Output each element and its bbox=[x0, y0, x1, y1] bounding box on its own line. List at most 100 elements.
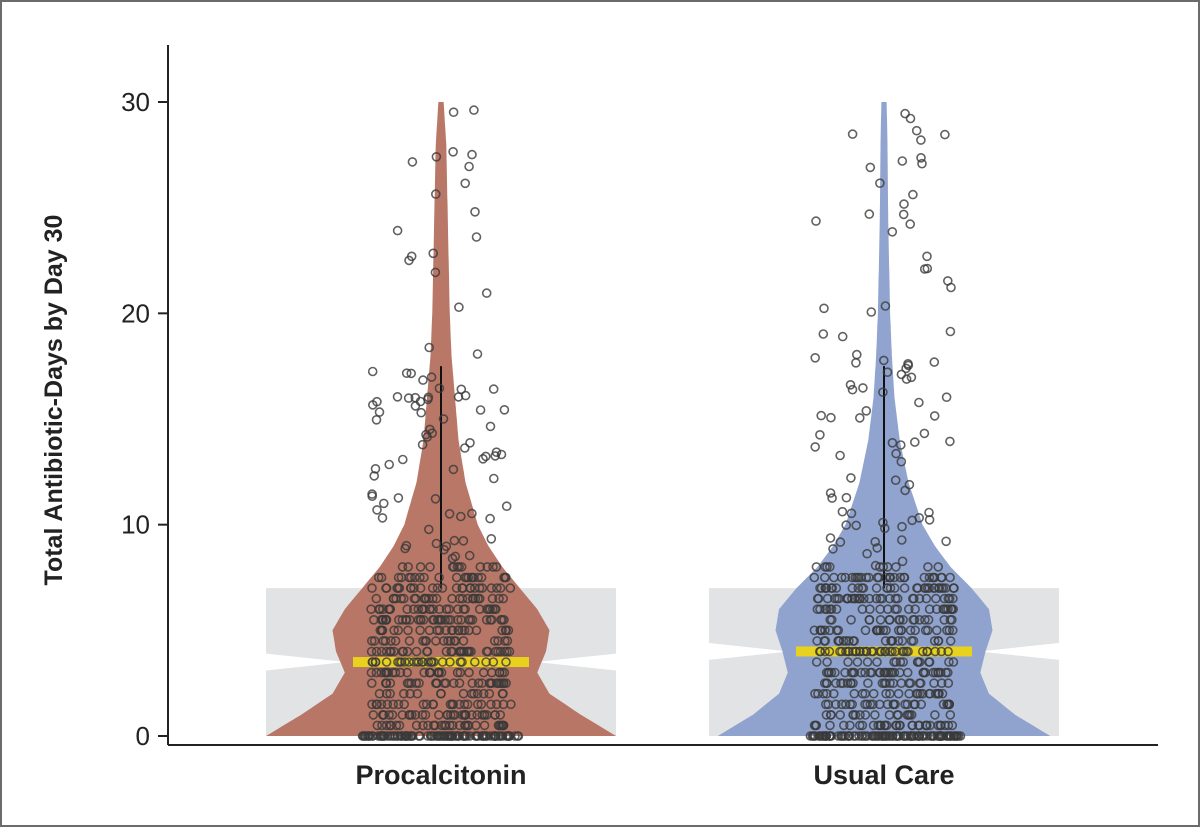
data-point bbox=[885, 572, 895, 583]
data-point bbox=[499, 667, 510, 678]
data-point bbox=[431, 152, 442, 162]
data-point bbox=[906, 636, 917, 646]
data-point bbox=[848, 731, 859, 741]
data-point bbox=[910, 604, 920, 615]
data-point bbox=[460, 572, 470, 583]
data-point bbox=[824, 562, 835, 572]
data-point bbox=[898, 614, 908, 625]
data-point bbox=[830, 699, 841, 710]
data-point bbox=[445, 699, 456, 710]
data-point bbox=[371, 593, 382, 604]
data-point bbox=[376, 667, 387, 678]
data-point bbox=[418, 699, 429, 710]
data-point bbox=[385, 678, 396, 689]
y-axis-title: Total Antibiotic-Days by Day 30 bbox=[40, 215, 68, 586]
data-point bbox=[380, 614, 391, 625]
data-point bbox=[441, 541, 452, 552]
data-point bbox=[496, 449, 507, 460]
data-point bbox=[914, 512, 925, 523]
data-point bbox=[459, 443, 470, 453]
data-point bbox=[456, 614, 466, 625]
data-point bbox=[379, 731, 389, 741]
data-point bbox=[847, 129, 858, 139]
data-point bbox=[909, 731, 919, 741]
data-point bbox=[454, 720, 465, 731]
data-point bbox=[380, 678, 391, 689]
data-point bbox=[453, 392, 464, 402]
data-point bbox=[430, 267, 441, 278]
x-label-0: Procalcitonin bbox=[355, 760, 526, 790]
data-point bbox=[911, 125, 922, 136]
data-point bbox=[910, 625, 921, 636]
data-point bbox=[400, 657, 410, 667]
data-point bbox=[929, 636, 940, 646]
data-point bbox=[460, 178, 471, 189]
data-point bbox=[883, 667, 894, 678]
data-point bbox=[945, 436, 955, 447]
data-point bbox=[881, 678, 891, 689]
data-point bbox=[477, 583, 488, 593]
data-point bbox=[895, 720, 905, 731]
data-point bbox=[504, 646, 515, 657]
data-point bbox=[464, 161, 474, 172]
data-point bbox=[882, 583, 892, 593]
data-point bbox=[843, 657, 853, 667]
data-point bbox=[466, 646, 476, 657]
data-point bbox=[405, 731, 416, 741]
data-point bbox=[453, 731, 464, 741]
data-point bbox=[394, 720, 405, 731]
data-point bbox=[858, 593, 869, 604]
data-point bbox=[432, 583, 443, 593]
data-point bbox=[880, 646, 890, 657]
data-point bbox=[847, 384, 858, 395]
x-labels: Procalcitonin Usual Care bbox=[355, 760, 954, 790]
data-point bbox=[419, 667, 430, 678]
data-point bbox=[840, 572, 851, 583]
data-point bbox=[878, 387, 888, 398]
data-point bbox=[449, 535, 460, 546]
data-point bbox=[370, 657, 381, 667]
data-point bbox=[459, 731, 470, 741]
data-point bbox=[486, 678, 497, 689]
axes bbox=[167, 45, 1158, 746]
data-point bbox=[934, 583, 944, 593]
data-point bbox=[410, 392, 421, 403]
data-point bbox=[448, 678, 459, 689]
data-point bbox=[847, 667, 858, 678]
data-point bbox=[417, 710, 428, 720]
data-point bbox=[403, 625, 413, 636]
data-point bbox=[868, 688, 879, 699]
data-point bbox=[404, 636, 415, 646]
data-point bbox=[811, 562, 822, 572]
data-point bbox=[415, 562, 426, 572]
data-point bbox=[443, 614, 454, 625]
data-point bbox=[478, 688, 489, 699]
data-point bbox=[890, 731, 901, 741]
data-point bbox=[907, 720, 918, 731]
data-point bbox=[463, 572, 474, 583]
data-point bbox=[831, 583, 842, 593]
data-point bbox=[941, 392, 952, 403]
data-point bbox=[452, 562, 463, 572]
data-point bbox=[457, 625, 468, 636]
data-point bbox=[928, 667, 939, 678]
data-point bbox=[903, 646, 913, 657]
data-point bbox=[415, 583, 426, 593]
data-point bbox=[906, 731, 916, 741]
data-point bbox=[882, 604, 893, 615]
data-point bbox=[914, 614, 925, 625]
data-point bbox=[896, 535, 907, 545]
data-point bbox=[865, 162, 876, 173]
data-point bbox=[455, 667, 466, 678]
data-point bbox=[485, 421, 496, 432]
data-point bbox=[445, 710, 456, 720]
data-point bbox=[378, 604, 388, 615]
data-point bbox=[368, 710, 379, 720]
data-point bbox=[916, 699, 927, 710]
data-point bbox=[422, 646, 432, 657]
data-point bbox=[485, 513, 495, 524]
data-point bbox=[852, 572, 862, 583]
data-point bbox=[410, 401, 421, 411]
data-point bbox=[857, 604, 868, 615]
data-point bbox=[938, 699, 949, 710]
